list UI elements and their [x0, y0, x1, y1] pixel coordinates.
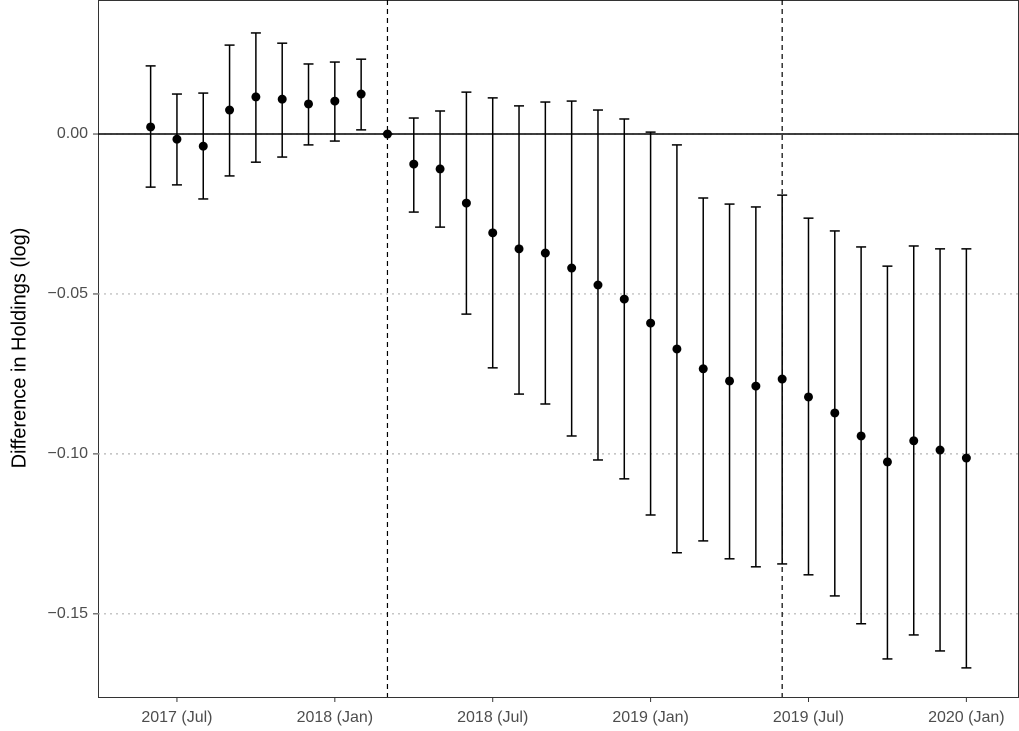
- point: [382, 129, 392, 139]
- point: [409, 159, 419, 169]
- x-tick-label: 2019 (Jul): [773, 709, 844, 726]
- point: [461, 198, 471, 208]
- point: [146, 122, 156, 132]
- point: [961, 453, 971, 463]
- point: [593, 280, 603, 290]
- point: [882, 457, 892, 467]
- point: [856, 431, 866, 441]
- point: [435, 164, 445, 174]
- point: [514, 244, 524, 254]
- point: [356, 89, 366, 99]
- point: [330, 96, 340, 106]
- point: [619, 294, 629, 304]
- x-tick-label: 2018 (Jul): [457, 709, 528, 726]
- point: [225, 105, 235, 115]
- x-tick-label: 2020 (Jan): [928, 709, 1005, 726]
- y-axis-title: Difference in Holdings (log): [8, 228, 30, 469]
- point: [198, 141, 208, 151]
- point: [698, 364, 708, 374]
- point: [251, 92, 261, 102]
- point: [540, 248, 550, 258]
- point: [725, 376, 735, 386]
- point: [909, 436, 919, 446]
- point: [488, 228, 498, 238]
- point: [304, 99, 314, 109]
- y-tick-label: −0.10: [48, 445, 89, 462]
- x-tick-label: 2019 (Jan): [612, 709, 689, 726]
- point: [567, 263, 577, 273]
- y-tick-label: 0.00: [57, 125, 88, 142]
- x-tick-label: 2017 (Jul): [141, 709, 212, 726]
- plot-border: [98, 0, 1019, 698]
- point: [803, 392, 813, 402]
- point: [672, 344, 682, 354]
- point: [277, 94, 287, 104]
- x-tick-label: 2018 (Jan): [297, 709, 374, 726]
- point: [751, 381, 761, 391]
- y-tick-label: −0.05: [48, 285, 89, 302]
- point: [777, 374, 787, 384]
- y-tick-label: −0.15: [48, 605, 89, 622]
- point: [172, 134, 182, 144]
- point: [935, 445, 945, 455]
- point: [646, 318, 656, 328]
- point: [830, 408, 840, 418]
